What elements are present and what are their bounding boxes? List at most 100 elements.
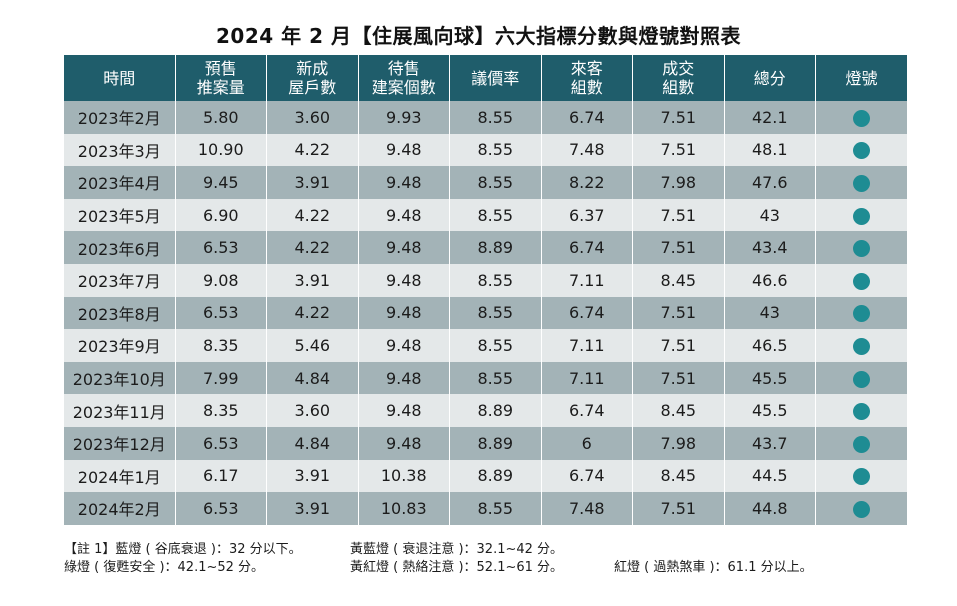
- cell-total: 46.5: [723, 329, 816, 362]
- cell-new-units: 4.22: [266, 296, 358, 330]
- cell-total: 43: [723, 296, 816, 330]
- header-label: 燈號: [845, 68, 878, 88]
- cell-visitors: 8.22: [540, 166, 633, 199]
- cell-unsold-projects: 9.48: [357, 263, 450, 297]
- cell-bargain-rate: 8.55: [449, 492, 541, 525]
- green-light-icon: [853, 272, 870, 290]
- table-row: 2023年11月 8.35 3.60 9.48 8.89 6.74 8.45 45.5: [64, 394, 907, 427]
- cell-bargain-rate: 8.55: [449, 101, 541, 134]
- cell-total: 44.5: [723, 459, 816, 493]
- header-label: 預售: [204, 59, 237, 78]
- cell-new-units: 3.91: [266, 166, 358, 199]
- cell-light: [815, 361, 907, 395]
- header-row: 時間 預售 推案量 新成 屋戶數 待售 建案個數 議價率 來客 組數 成交 組數 總分 燈…: [64, 55, 907, 101]
- header-label: 推案量: [196, 78, 245, 97]
- header-new-units: 新成 屋戶數: [266, 55, 358, 101]
- header-light: 燈號: [815, 55, 907, 101]
- cell-unsold-projects: 9.48: [357, 231, 450, 264]
- header-label: 成交: [662, 59, 695, 78]
- cell-bargain-rate: 8.55: [449, 166, 541, 199]
- cell-total: 43: [723, 198, 816, 232]
- cell-presale: 10.90: [174, 133, 267, 167]
- table-row: 2024年2月 6.53 3.91 10.83 8.55 7.48 7.51 44.8: [64, 492, 907, 525]
- cell-unsold-projects: 9.48: [357, 329, 450, 362]
- cell-visitors: 6.74: [540, 459, 633, 493]
- cell-deals: 8.45: [632, 459, 724, 493]
- cell-new-units: 4.22: [266, 133, 358, 167]
- cell-new-units: 5.46: [266, 329, 358, 362]
- cell-presale: 6.53: [174, 231, 267, 264]
- cell-bargain-rate: 8.89: [449, 394, 541, 427]
- cell-light: [815, 329, 907, 362]
- cell-visitors: 6.74: [540, 394, 633, 427]
- cell-new-units: 4.22: [266, 231, 358, 264]
- cell-visitors: 6.37: [540, 198, 633, 232]
- cell-visitors: 7.11: [540, 329, 633, 362]
- header-visitors: 來客 組數: [540, 55, 633, 101]
- indicator-table: 時間 預售 推案量 新成 屋戶數 待售 建案個數 議價率 來客 組數 成交 組數 總分 燈…: [64, 55, 907, 525]
- cell-total: 43.4: [723, 231, 816, 264]
- cell-light: [815, 459, 907, 493]
- table-row: 2023年4月 9.45 3.91 9.48 8.55 8.22 7.98 47.6: [64, 166, 907, 199]
- cell-deals: 7.51: [632, 198, 724, 232]
- green-light-icon: [853, 435, 870, 453]
- cell-bargain-rate: 8.89: [449, 231, 541, 264]
- cell-bargain-rate: 8.55: [449, 133, 541, 167]
- cell-deals: 7.51: [632, 133, 724, 167]
- cell-time: 2023年2月: [64, 101, 175, 134]
- cell-time: 2024年2月: [64, 492, 175, 525]
- cell-deals: 7.51: [632, 231, 724, 264]
- cell-presale: 6.53: [174, 426, 267, 460]
- green-light-icon: [853, 337, 870, 355]
- cell-presale: 6.17: [174, 459, 267, 493]
- cell-bargain-rate: 8.89: [449, 426, 541, 460]
- cell-new-units: 4.84: [266, 361, 358, 395]
- cell-time: 2023年10月: [64, 361, 175, 395]
- header-label: 議價率: [471, 68, 520, 88]
- cell-total: 48.1: [723, 133, 816, 167]
- cell-total: 42.1: [723, 101, 816, 134]
- cell-light: [815, 394, 907, 427]
- table-row: 2023年12月 6.53 4.84 9.48 8.89 6 7.98 43.7: [64, 426, 907, 460]
- cell-presale: 9.45: [174, 166, 267, 199]
- cell-deals: 7.98: [632, 426, 724, 460]
- cell-new-units: 4.22: [266, 198, 358, 232]
- green-light-icon: [853, 174, 870, 192]
- cell-total: 45.5: [723, 361, 816, 395]
- footnote-row: 【註 1】藍燈 ( 谷底衰退 )：32 分以下。 黃藍燈 ( 衰退注意 )：32…: [64, 541, 944, 559]
- cell-time: 2023年4月: [64, 166, 175, 199]
- cell-light: [815, 166, 907, 199]
- green-light-icon: [853, 142, 870, 160]
- header-time: 時間: [64, 55, 175, 101]
- cell-deals: 8.45: [632, 263, 724, 297]
- cell-total: 43.7: [723, 426, 816, 460]
- cell-presale: 8.35: [174, 394, 267, 427]
- cell-total: 44.8: [723, 492, 816, 525]
- cell-deals: 8.45: [632, 394, 724, 427]
- table-row: 2023年10月 7.99 4.84 9.48 8.55 7.11 7.51 45.5: [64, 361, 907, 395]
- cell-light: [815, 263, 907, 297]
- cell-light: [815, 133, 907, 167]
- green-light-icon: [853, 207, 870, 225]
- note-yellow-blue-light: 黃藍燈 ( 衰退注意 )：32.1~42 分。: [350, 542, 564, 557]
- header-label: 來客: [570, 59, 603, 78]
- table-row: 2023年5月 6.90 4.22 9.48 8.55 6.37 7.51 43: [64, 198, 907, 232]
- table-row: 2023年8月 6.53 4.22 9.48 8.55 6.74 7.51 43: [64, 296, 907, 330]
- cell-new-units: 3.91: [266, 492, 358, 525]
- cell-presale: 9.08: [174, 263, 267, 297]
- header-label: 新成: [296, 59, 329, 78]
- cell-total: 47.6: [723, 166, 816, 199]
- header-label: 屋戶數: [288, 78, 337, 97]
- header-label: 組數: [662, 78, 695, 97]
- green-light-icon: [853, 403, 870, 421]
- cell-bargain-rate: 8.55: [449, 296, 541, 330]
- cell-unsold-projects: 9.48: [357, 198, 450, 232]
- table-row: 2023年9月 8.35 5.46 9.48 8.55 7.11 7.51 46.5: [64, 329, 907, 362]
- note-blue-light: 【註 1】藍燈 ( 谷底衰退 )：32 分以下。: [64, 542, 302, 557]
- cell-time: 2023年9月: [64, 329, 175, 362]
- cell-light: [815, 426, 907, 460]
- header-presale: 預售 推案量: [174, 55, 267, 101]
- note-yellow-red-light: 黃紅燈 ( 熱絡注意 )：52.1~61 分。: [350, 560, 564, 575]
- cell-unsold-projects: 10.38: [357, 459, 450, 493]
